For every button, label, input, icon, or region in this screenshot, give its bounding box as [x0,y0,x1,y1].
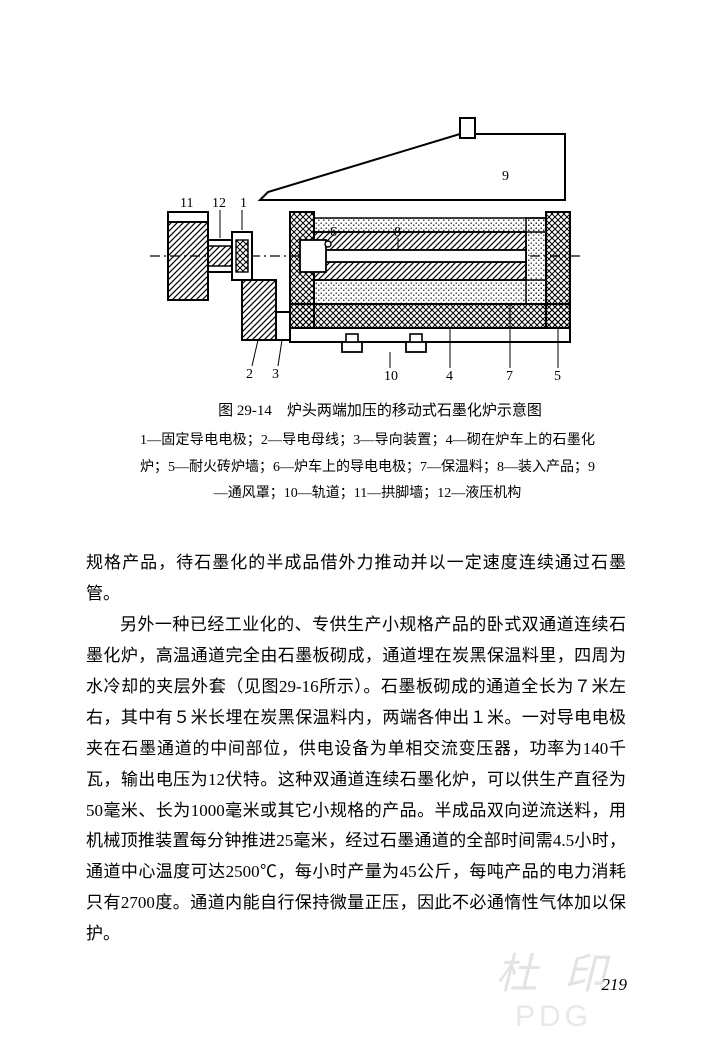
page-number: 219 [602,975,628,995]
watermark-2: PDG [515,1000,592,1034]
figure-29-14: 9 11 12 1 2 3 [150,112,582,384]
body-text: 规格产品，待石墨化的半成品借外力推动并以一定速度连续通过石墨管。 另外一种已经工… [86,548,626,950]
svg-text:6: 6 [330,225,337,240]
svg-text:11: 11 [180,196,193,211]
svg-text:12: 12 [212,196,226,211]
figure-legend: 1—固定导电电极；2—导电母线；3—导向装置；4—砌在炉车上的石墨化炉；5—耐火… [140,428,595,508]
paragraph-1: 规格产品，待石墨化的半成品借外力推动并以一定速度连续通过石墨管。 [86,548,626,610]
paragraph-2: 另外一种已经工业化的、专供生产小规格产品的卧式双通道连续石墨化炉，高温通道完全由… [86,610,626,950]
page: 9 11 12 1 2 3 [0,0,702,1063]
svg-text:7: 7 [506,369,513,384]
svg-text:3: 3 [272,367,279,382]
figure-caption: 图 29-14 炉头两端加压的移动式石墨化炉示意图 [170,400,590,423]
svg-text:9: 9 [502,169,509,184]
svg-text:5: 5 [554,369,561,384]
svg-text:2: 2 [246,367,253,382]
diagram-svg: 9 11 12 1 2 3 [150,112,582,384]
svg-text:1: 1 [240,196,247,211]
svg-text:4: 4 [446,369,453,384]
svg-text:10: 10 [384,369,398,384]
svg-text:8: 8 [394,225,401,240]
